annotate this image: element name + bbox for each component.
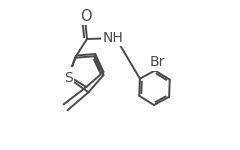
Text: S: S <box>63 69 72 83</box>
Text: S: S <box>64 71 73 85</box>
Text: Br: Br <box>150 55 165 69</box>
Text: O: O <box>80 9 92 24</box>
Text: NH: NH <box>103 30 124 45</box>
